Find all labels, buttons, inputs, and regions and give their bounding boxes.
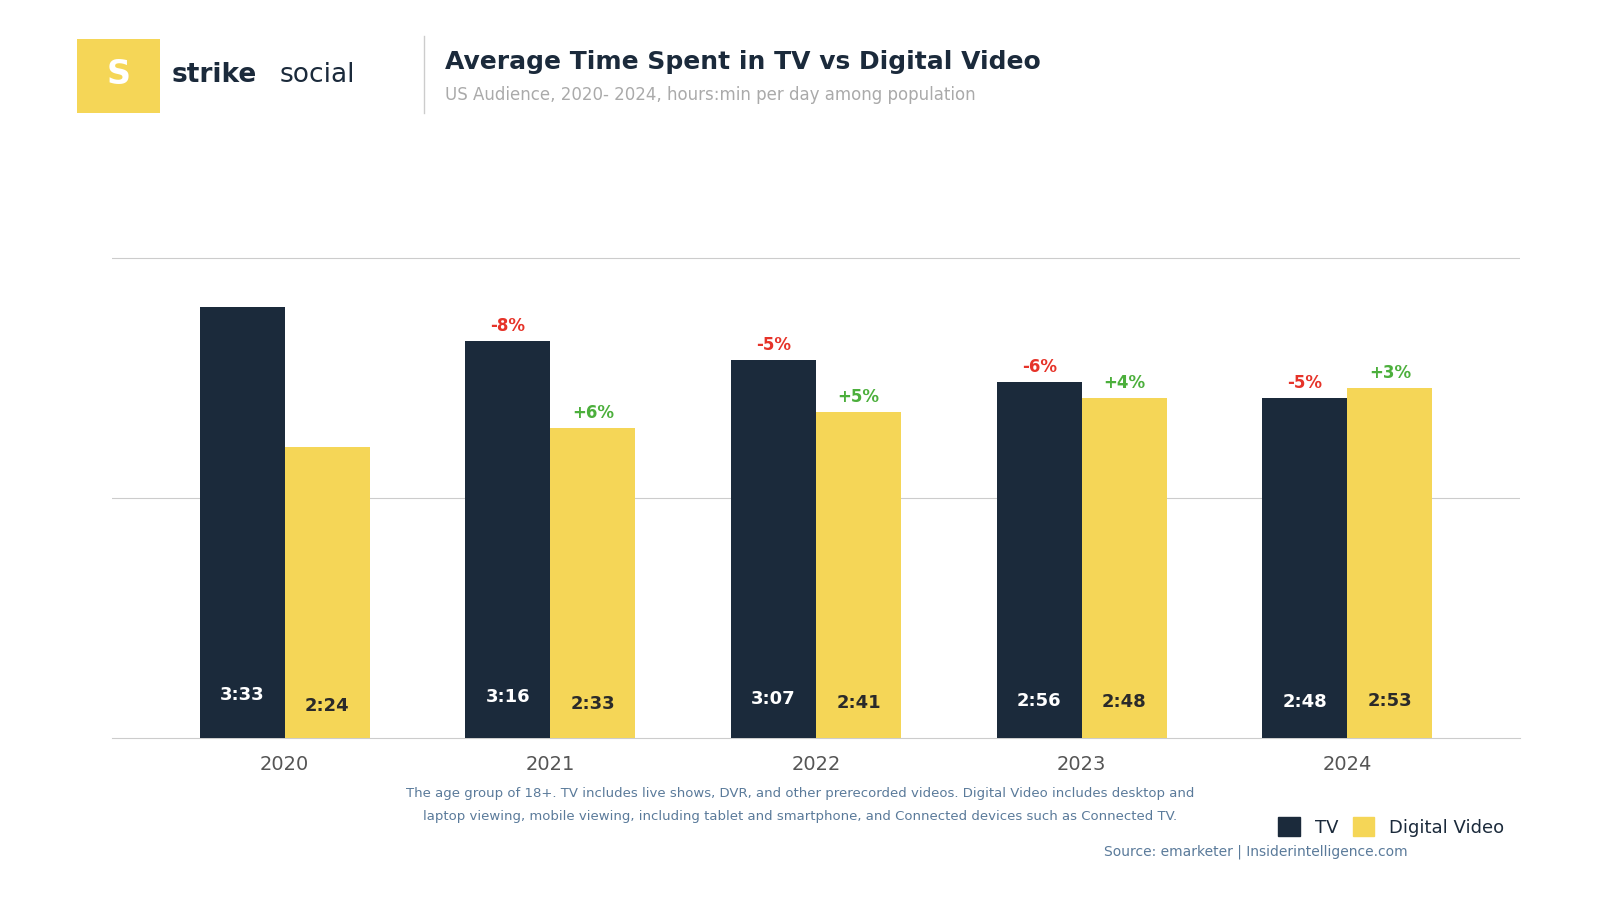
Bar bbox=[550, 428, 635, 738]
Bar bbox=[200, 307, 285, 738]
Text: +6%: +6% bbox=[571, 404, 614, 422]
Bar bbox=[731, 360, 816, 738]
Text: 3:16: 3:16 bbox=[485, 688, 530, 706]
Text: The age group of 18+. TV includes live shows, DVR, and other prerecorded videos.: The age group of 18+. TV includes live s… bbox=[406, 788, 1194, 800]
Text: 3:07: 3:07 bbox=[750, 689, 795, 707]
Bar bbox=[1262, 398, 1347, 738]
Text: S: S bbox=[106, 58, 131, 91]
Text: Average Time Spent in TV vs Digital Video: Average Time Spent in TV vs Digital Vide… bbox=[445, 50, 1040, 74]
Bar bbox=[1082, 398, 1166, 738]
Text: -5%: -5% bbox=[1288, 374, 1322, 392]
Legend: TV, Digital Video: TV, Digital Video bbox=[1272, 810, 1510, 844]
Text: 2:53: 2:53 bbox=[1368, 692, 1413, 710]
Bar bbox=[466, 341, 550, 738]
Bar bbox=[816, 412, 901, 738]
Text: -8%: -8% bbox=[490, 318, 525, 336]
Text: Source: emarketer | Insiderintelligence.com: Source: emarketer | Insiderintelligence.… bbox=[1104, 844, 1408, 859]
Text: 2:24: 2:24 bbox=[306, 697, 349, 715]
FancyBboxPatch shape bbox=[74, 36, 163, 115]
Bar bbox=[997, 382, 1082, 738]
Text: social: social bbox=[280, 62, 355, 87]
Text: 2:48: 2:48 bbox=[1283, 693, 1326, 711]
Text: 2:48: 2:48 bbox=[1102, 693, 1147, 711]
Text: laptop viewing, mobile viewing, including tablet and smartphone, and Connected d: laptop viewing, mobile viewing, includin… bbox=[422, 810, 1178, 823]
Text: -6%: -6% bbox=[1022, 358, 1056, 376]
Text: +5%: +5% bbox=[837, 388, 880, 406]
Bar bbox=[1347, 388, 1432, 738]
Text: 3:33: 3:33 bbox=[219, 686, 264, 704]
Text: strike: strike bbox=[171, 62, 256, 87]
Text: 2:41: 2:41 bbox=[837, 694, 882, 712]
Text: 2:33: 2:33 bbox=[571, 695, 614, 713]
Text: US Audience, 2020- 2024, hours:min per day among population: US Audience, 2020- 2024, hours:min per d… bbox=[445, 86, 976, 104]
Text: +3%: +3% bbox=[1368, 364, 1411, 382]
Bar bbox=[285, 446, 370, 738]
Text: -5%: -5% bbox=[755, 336, 790, 354]
Text: +4%: +4% bbox=[1102, 374, 1146, 392]
Text: 2:56: 2:56 bbox=[1018, 691, 1061, 709]
